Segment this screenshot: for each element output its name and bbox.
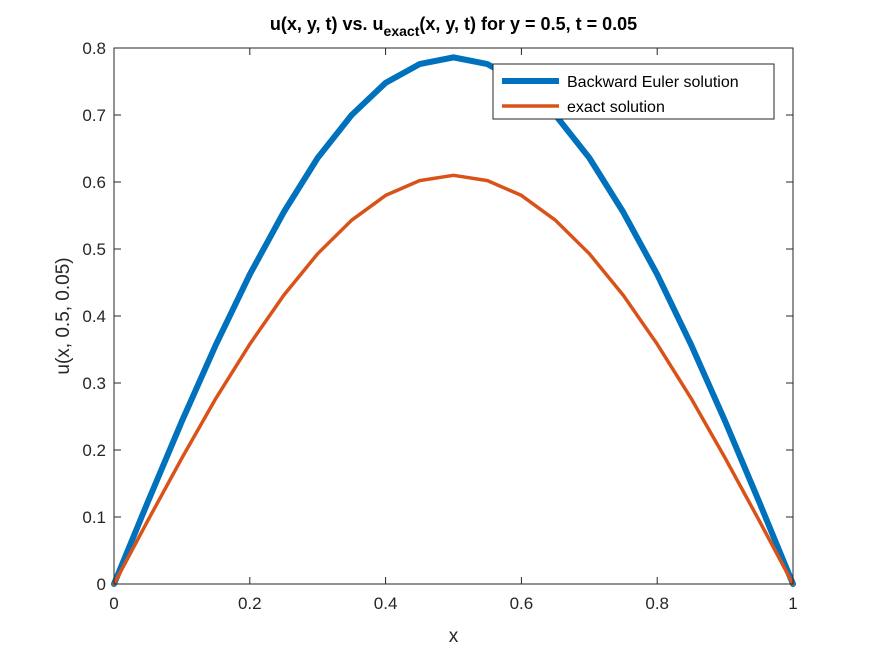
y-tick-label: 0.3 (82, 374, 106, 393)
legend-label-2: exact solution (567, 99, 665, 116)
axes-layer: 0 0.2 0.4 0.6 0.8 1 0 0.1 0.2 0.3 0.4 0.5 0.6 0.7 0.8 (82, 39, 797, 613)
chart-title-main: u(x, y, t) vs. u (270, 14, 384, 34)
x-tick-label: 0.4 (374, 594, 398, 613)
legend-label-1: Backward Euler solution (567, 74, 739, 91)
series-layer (111, 54, 796, 587)
y-tick-label: 0.7 (82, 106, 106, 125)
y-tick-label: 0.6 (82, 173, 106, 192)
chart-title-rest: (x, y, t) for y = 0.5, t = 0.05 (419, 14, 637, 34)
chart-title: u(x, y, t) vs. uexact(x, y, t) for y = 0… (270, 14, 637, 39)
chart-title-subscript: exact (384, 23, 420, 39)
y-tick-label: 0.2 (82, 441, 106, 460)
x-tick-label: 0.6 (510, 594, 534, 613)
x-tick-label: 0.2 (238, 594, 262, 613)
legend-box (492, 63, 775, 120)
x-tick-label: 1 (788, 594, 797, 613)
legend: Backward Euler solution exact solution (492, 63, 775, 120)
y-tick-label: 0.8 (82, 39, 106, 58)
x-axis-label: x (449, 626, 459, 647)
plot-area (114, 48, 793, 584)
y-axis-label: u(x, 0.5, 0.05) (53, 257, 74, 374)
y-tick-label: 0.4 (82, 307, 106, 326)
y-tick-label: 0 (97, 575, 106, 594)
x-tick-label: 0 (109, 594, 118, 613)
series-line-1 (111, 54, 796, 587)
y-tick-label: 0.1 (82, 508, 106, 527)
series-line-2 (112, 173, 795, 586)
y-tick-label: 0.5 (82, 240, 106, 259)
x-tick-label: 0.8 (645, 594, 669, 613)
